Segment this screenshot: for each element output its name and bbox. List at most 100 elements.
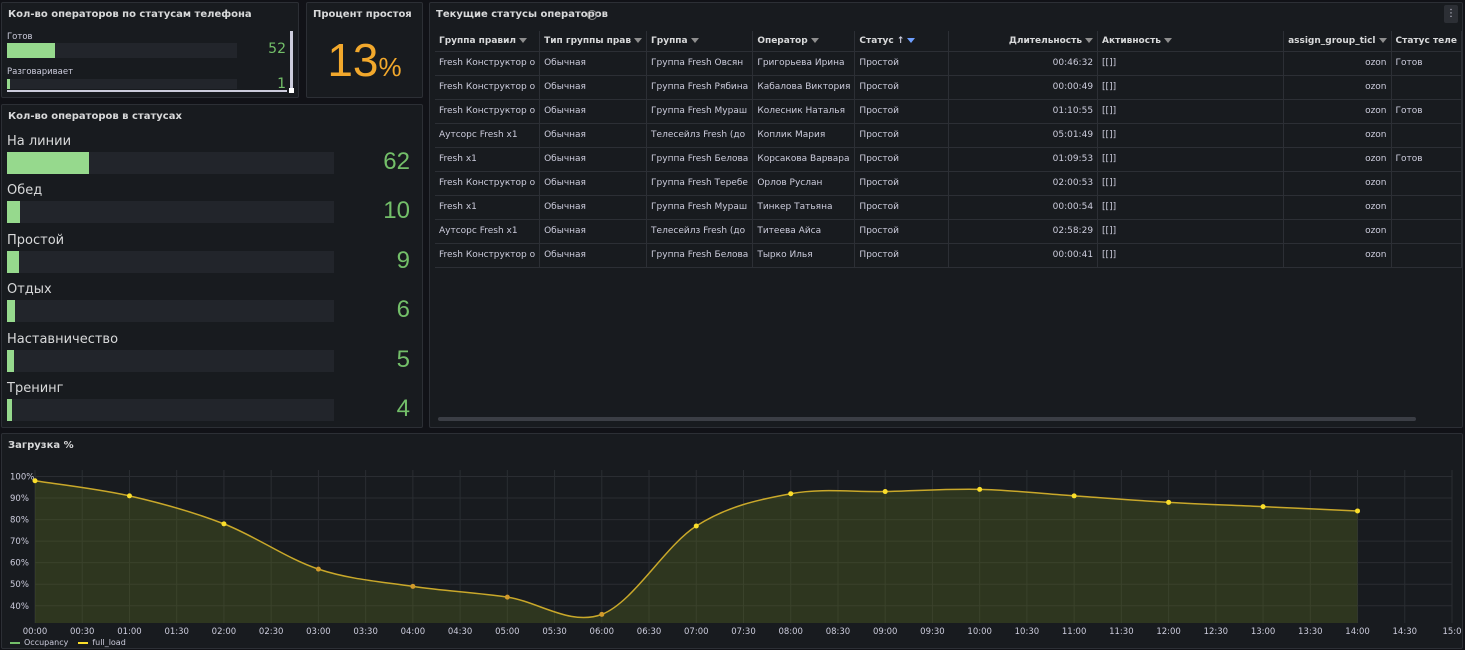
filter-icon[interactable]: [1378, 37, 1387, 43]
column-header[interactable]: Оператор: [752, 31, 856, 52]
table-row[interactable]: Аутсорс Fresh x1 Обычная Телесейлз Fresh (…: [435, 219, 1462, 244]
sort-ascending-icon[interactable]: ↑: [896, 35, 905, 46]
data-point: [977, 486, 983, 492]
x-tick-label: 08:00: [778, 627, 803, 637]
table-cell: Титеева Айса: [752, 219, 856, 244]
table-cell: Группа Fresh Рябина: [646, 75, 754, 100]
bar-fill: [7, 79, 10, 89]
filter-icon[interactable]: [519, 37, 528, 43]
panel-title: Кол-во операторов в статусах: [8, 111, 182, 122]
table-cell: Кабалова Виктория: [752, 75, 856, 100]
data-point: [315, 566, 321, 572]
column-header[interactable]: Активность: [1097, 31, 1285, 52]
x-tick-label: 10:30: [1015, 627, 1040, 637]
data-point: [1355, 508, 1361, 514]
column-header[interactable]: Тип группы прав: [539, 31, 648, 52]
column-header[interactable]: Группа правил: [435, 31, 541, 52]
table-cell: Коплик Мария: [752, 123, 856, 148]
column-header[interactable]: Статус теле: [1391, 31, 1462, 52]
horizontal-scrollbar[interactable]: [7, 90, 287, 92]
table-cell: Аутсорс Fresh x1: [435, 123, 541, 148]
data-point: [1166, 499, 1172, 505]
filter-icon[interactable]: [1085, 37, 1094, 43]
operators-status-panel: Кол-во операторов в статусах На линии 62…: [1, 104, 423, 428]
table-row[interactable]: Fresh x1 Обычная Группа Fresh Белова Корсак…: [435, 147, 1462, 172]
table-cell: Тинкер Татьяна: [752, 195, 856, 220]
filter-icon[interactable]: [810, 37, 819, 43]
legend-swatch: [78, 641, 89, 644]
vertical-scrollbar[interactable]: [290, 31, 293, 89]
status-count: 6: [396, 296, 410, 323]
x-tick-label: 14:00: [1345, 627, 1370, 637]
table-cell: Аутсорс Fresh x1: [435, 219, 541, 244]
table-cell: Fresh x1: [435, 195, 541, 220]
table-row[interactable]: Fresh Конструктор о Обычная Группа Fresh О…: [435, 51, 1462, 76]
table-cell: Корсакова Варвара: [752, 147, 856, 172]
table-row[interactable]: Fresh x1 Обычная Группа Fresh Мураш Тинкер …: [435, 195, 1462, 220]
table-cell: 00:46:32: [948, 51, 1099, 76]
operators-table: Группа правил Тип группы прав Группа Опе…: [435, 31, 1462, 268]
table-row[interactable]: Fresh Конструктор о Обычная Группа Fresh Б…: [435, 243, 1462, 268]
filter-icon[interactable]: [690, 37, 699, 43]
x-tick-label: 08:30: [826, 627, 851, 637]
legend-swatch: [10, 641, 20, 644]
filter-icon[interactable]: [907, 37, 916, 43]
table-cell: [[]]: [1097, 219, 1285, 244]
info-icon[interactable]: i: [587, 10, 597, 20]
filter-icon[interactable]: [1163, 37, 1172, 43]
column-header[interactable]: Группа: [646, 31, 754, 52]
bar-fill: [7, 350, 14, 372]
bar-fill: [7, 152, 89, 174]
table-cell: [1391, 219, 1462, 244]
table-row[interactable]: Fresh Конструктор о Обычная Группа Fresh Р…: [435, 75, 1462, 100]
table-cell: Fresh Конструктор о: [435, 75, 541, 100]
x-tick-label: 00:00: [23, 627, 48, 637]
data-point: [693, 523, 699, 529]
table-cell: [[]]: [1097, 147, 1285, 172]
table-cell: Орлов Руслан: [752, 171, 856, 196]
bar-value: 1: [277, 76, 286, 92]
status-row: Отдых 6: [7, 282, 412, 330]
table-row[interactable]: Аутсорс Fresh x1 Обычная Телесейлз Fresh (…: [435, 123, 1462, 148]
table-row[interactable]: Fresh Конструктор о Обычная Группа Fresh Т…: [435, 171, 1462, 196]
data-point: [410, 583, 416, 589]
phone-status-panel: Кол-во операторов по статусам телефона Г…: [1, 2, 299, 98]
table-cell: Группа Fresh Белова: [646, 147, 754, 172]
column-header[interactable]: assign_group_ticl: [1283, 31, 1392, 52]
series-area: [35, 480, 1358, 623]
y-tick-label: 90%: [10, 494, 29, 504]
status-count: 4: [396, 395, 410, 422]
table-cell: [1391, 75, 1462, 100]
table-cell: Простой: [854, 147, 950, 172]
x-tick-label: 04:30: [448, 627, 473, 637]
table-cell: Простой: [854, 171, 950, 196]
column-header[interactable]: Длительность: [948, 31, 1099, 52]
data-point: [788, 491, 794, 497]
column-header-label: Оператор: [757, 35, 808, 46]
horizontal-scrollbar[interactable]: [438, 417, 1416, 421]
x-tick-label: 14:30: [1393, 627, 1418, 637]
panel-menu-icon[interactable]: ⋮: [1444, 5, 1458, 23]
filter-icon[interactable]: [634, 37, 643, 43]
table-cell: Обычная: [539, 147, 648, 172]
table-row[interactable]: Fresh Конструктор о Обычная Группа Fresh М…: [435, 99, 1462, 124]
bar-track: [7, 79, 237, 89]
table-cell: [[]]: [1097, 123, 1285, 148]
table-cell: 05:01:49: [948, 123, 1099, 148]
table-cell: 01:10:55: [948, 99, 1099, 124]
column-header-label: Группа правил: [439, 35, 517, 46]
load-chart-panel: Загрузка % 00:00 00:30 01:00 01:30 02:00 02:3…: [1, 433, 1463, 649]
legend-item[interactable]: full_load: [78, 638, 126, 647]
status-count: 9: [396, 247, 410, 274]
legend-item[interactable]: Occupancy: [10, 638, 68, 647]
bar-label: Разговаривает: [7, 67, 74, 77]
column-header-label: Статус теле: [1395, 35, 1457, 46]
column-header[interactable]: Статус ↑: [854, 31, 950, 52]
x-tick-label: 05:30: [542, 627, 567, 637]
table-cell: Fresh Конструктор о: [435, 243, 541, 268]
bar-track: [7, 251, 334, 273]
table-cell: Fresh x1: [435, 147, 541, 172]
table-cell: 02:00:53: [948, 171, 1099, 196]
column-header-label: Статус: [859, 35, 894, 46]
column-header-label: Активность: [1102, 35, 1161, 46]
